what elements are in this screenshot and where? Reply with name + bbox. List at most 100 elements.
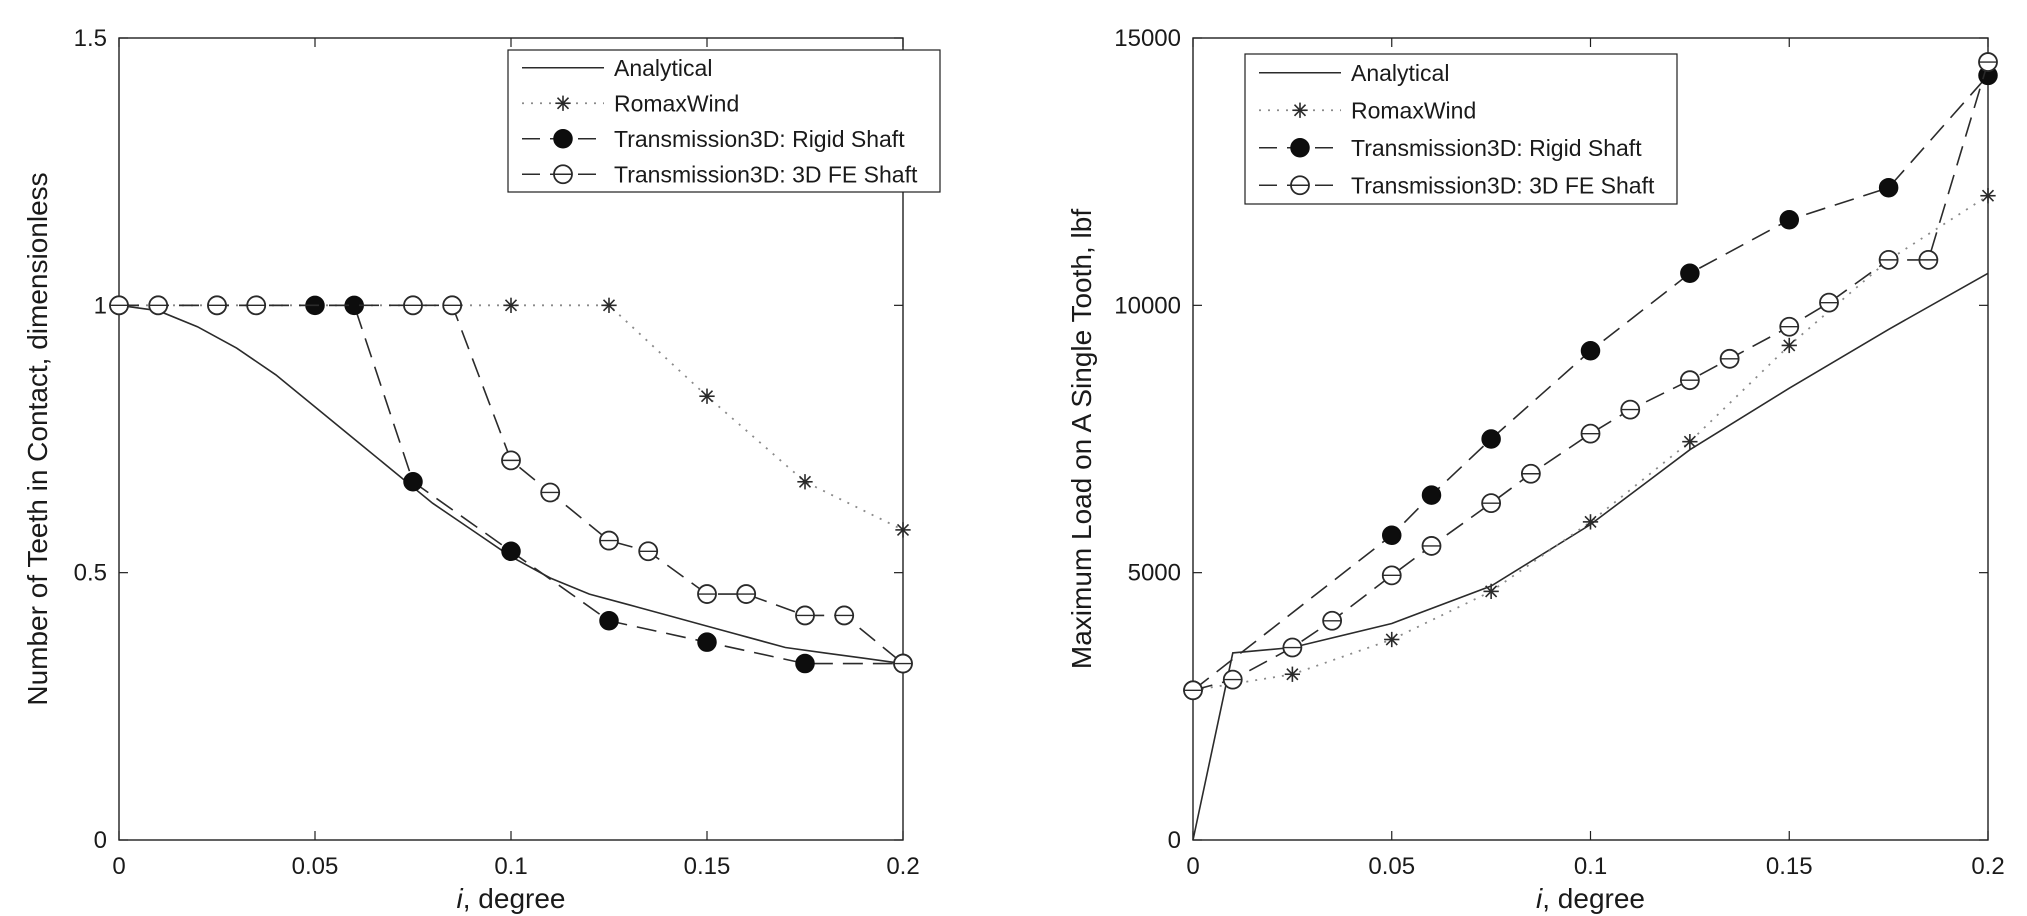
legend-swatch-marker <box>1290 175 1310 196</box>
data-point <box>1284 666 1301 682</box>
x-tick-label: 0.15 <box>684 853 731 880</box>
data-point <box>1183 680 1203 701</box>
data-point <box>1918 249 1939 270</box>
data-point <box>797 474 813 490</box>
data-point <box>1322 610 1343 631</box>
data-point <box>1580 423 1601 444</box>
data-point <box>599 530 619 551</box>
series-transmission3d-3d-fe-shaft <box>109 295 913 674</box>
data-point-d2 <box>700 390 714 403</box>
data-point <box>1421 485 1442 505</box>
x-axis-label: i, degree <box>1536 883 1645 914</box>
series-line <box>119 304 904 531</box>
x-tick-label: 0 <box>1186 853 1199 880</box>
data-point <box>501 450 521 471</box>
data-point <box>1978 52 1998 72</box>
data-point-d2 <box>896 523 910 536</box>
legend-box <box>1244 53 1678 205</box>
data-point <box>442 295 463 316</box>
legend-label: Transmission3D: 3D FE Shaft <box>1351 172 1655 198</box>
data-point-d2 <box>1385 633 1398 646</box>
x-tick-label: 0.1 <box>1574 853 1607 880</box>
series-analytical <box>1192 272 1989 841</box>
legend-label: Analytical <box>1351 60 1449 86</box>
data-point <box>599 611 619 631</box>
data-point-d2 <box>1783 339 1796 352</box>
data-point <box>1483 583 1499 600</box>
y-axis-label: Maximum Load on A Single Tooth, lbf <box>1066 209 1097 669</box>
data-point <box>1222 669 1243 690</box>
series-analytical <box>118 304 904 665</box>
legend-label: Analytical <box>614 55 712 81</box>
data-point <box>1382 525 1402 545</box>
y-tick-label: 1.5 <box>74 25 107 52</box>
data-point <box>403 295 423 316</box>
x-tick-label: 0 <box>112 853 125 880</box>
legend-swatch-marker <box>555 95 571 111</box>
data-point <box>1582 514 1599 530</box>
data-point <box>697 584 717 604</box>
series-transmission3d-rigid-shaft <box>109 295 913 674</box>
x-tick-label: 0.05 <box>292 853 339 880</box>
data-point <box>148 295 169 316</box>
data-point-d2 <box>798 475 812 488</box>
data-point <box>1282 637 1303 658</box>
y-axis-label: Number of Teeth in Contact, dimensionles… <box>22 172 53 705</box>
series-line <box>119 304 904 665</box>
x-tick-label: 0.05 <box>1368 853 1415 880</box>
x-axis-label: i, degree <box>457 883 566 914</box>
legend-swatch-marker-d2 <box>1293 104 1307 117</box>
chart-panel-2: 0 0.05 0.1 0.15 0.2 0 5000 10000 15000 i, degree M… <box>1066 25 2005 914</box>
data-point <box>1421 536 1442 556</box>
series-romaxwind <box>111 297 911 538</box>
data-point <box>1878 177 1899 198</box>
y-tick-label: 5000 <box>1128 560 1181 587</box>
data-point-d2 <box>1485 585 1498 598</box>
data-point <box>1980 188 1996 204</box>
data-point <box>1381 565 1402 586</box>
data-point <box>1520 463 1541 484</box>
data-point-d2 <box>1683 435 1696 448</box>
y-tick-label: 10000 <box>1114 292 1181 319</box>
data-point <box>1878 249 1899 270</box>
data-point-d2 <box>1584 515 1597 528</box>
data-point <box>1719 348 1740 369</box>
data-point-d2 <box>504 299 518 312</box>
data-point <box>699 388 715 404</box>
legend-label: Transmission3D: Rigid Shaft <box>1351 135 1642 161</box>
legend-swatch-marker <box>553 129 573 149</box>
data-point <box>1682 434 1698 450</box>
data-point <box>1481 429 1501 449</box>
data-point <box>109 295 129 316</box>
data-point <box>795 605 815 626</box>
series-line <box>1192 194 1989 692</box>
data-point <box>1679 370 1700 391</box>
data-point <box>1680 263 1700 284</box>
data-point <box>1781 337 1797 354</box>
legend-swatch-marker <box>1292 102 1308 118</box>
data-point <box>601 297 617 313</box>
data-point <box>834 605 855 626</box>
data-point-d2 <box>1286 668 1299 681</box>
x-tick-label: 0.2 <box>886 853 919 880</box>
series-transmission3d-3d-fe-shaft <box>1183 52 1998 701</box>
x-tick-label: 0.15 <box>1766 853 1813 880</box>
series-line <box>1192 272 1989 841</box>
chart-panel-1: 0 0.05 0.1 0.15 0.2 0 0.5 1 1.5 i, degree Number o… <box>22 25 941 914</box>
data-point <box>1779 210 1799 230</box>
data-point <box>501 541 521 562</box>
data-point <box>207 295 227 316</box>
legend: Analytical RomaxWind Transmission3D: Rigid… <box>1244 53 1678 205</box>
y-tick-label: 0.5 <box>74 560 107 587</box>
legend-label: RomaxWind <box>614 90 739 116</box>
y-tick-label: 1 <box>94 292 107 319</box>
legend: Analytical RomaxWind Transmission3D: Rigid… <box>507 49 941 193</box>
legend-label: Transmission3D: Rigid Shaft <box>614 126 905 152</box>
series-line <box>118 304 904 665</box>
y-tick-label: 0 <box>94 827 107 854</box>
data-point <box>697 632 717 652</box>
data-point <box>1620 399 1641 420</box>
data-point <box>1384 631 1400 648</box>
legend-swatch-marker <box>553 164 573 185</box>
data-point <box>638 541 659 562</box>
